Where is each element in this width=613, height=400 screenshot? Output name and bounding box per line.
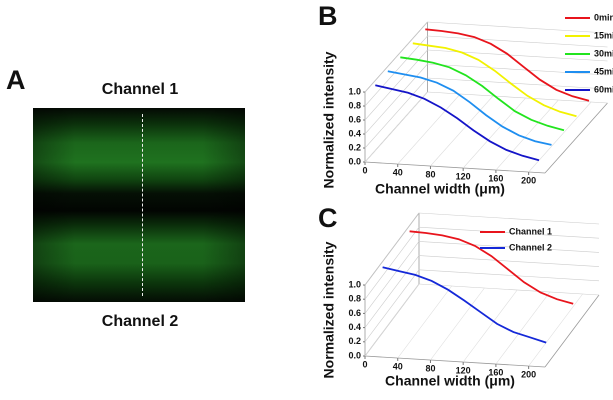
series-line [375, 84, 540, 162]
x-tick-label: 0 [362, 359, 367, 369]
y-tick-label: 0.8 [348, 294, 361, 304]
image-label: Channel 2 [102, 313, 179, 330]
profile-line [142, 114, 143, 296]
grid-line [427, 91, 608, 104]
grid-line [418, 283, 600, 296]
grid-line [364, 35, 428, 107]
series-line [412, 42, 577, 118]
y-tick-label: 0.2 [348, 142, 361, 152]
series-line [400, 56, 565, 132]
x-axis-label: Channel width (μm) [375, 181, 505, 197]
depth-axis [544, 294, 600, 368]
grid-line [495, 291, 551, 365]
grid-line [495, 99, 559, 171]
grid-line [418, 241, 600, 253]
x-axis-label: Channel width (μm) [385, 373, 515, 389]
legend-label: 45min [594, 66, 613, 76]
y-tick-label: 0.0 [348, 350, 361, 360]
grid-line [364, 49, 428, 121]
x-tick-label: 120 [456, 171, 471, 181]
grid-line [364, 77, 428, 149]
legend-label: 30min [594, 48, 613, 58]
grid-line [427, 49, 608, 62]
x-tick-label: 200 [521, 369, 536, 379]
grid-line [462, 97, 526, 169]
y-tick-label: 1.0 [348, 86, 361, 96]
x-tick-label: 40 [393, 361, 403, 371]
grid-line [430, 95, 494, 167]
depth-axis [544, 102, 608, 174]
series-line [409, 230, 574, 305]
y-axis-label: Normalized intensity [321, 51, 337, 188]
x-tick-label: 0 [362, 165, 367, 175]
grid-line [397, 93, 461, 165]
grid-line [418, 212, 600, 225]
x-tick-label: 80 [425, 363, 435, 373]
grid-line [462, 289, 518, 363]
grid-line [528, 101, 592, 173]
x-tick-label: 160 [488, 173, 503, 183]
x-axis [364, 161, 546, 174]
legend-label: Channel 2 [509, 242, 552, 252]
x-axis [364, 355, 546, 368]
image-label: Channel 1 [102, 81, 179, 98]
y-tick-label: 0.2 [348, 336, 361, 346]
y-axis-label: Normalized intensity [321, 241, 337, 378]
grid-line [418, 226, 600, 239]
panel-label: A [6, 65, 26, 95]
grid-line [364, 63, 428, 135]
x-tick-label: 200 [521, 175, 536, 185]
grid-line [364, 212, 420, 286]
grid-line [364, 283, 420, 357]
grid-line [528, 293, 583, 367]
x-tick-label: 40 [393, 167, 403, 177]
fluorescence-image [33, 108, 245, 302]
grid-line [397, 285, 452, 359]
y-tick-label: 0.4 [348, 128, 361, 138]
y-tick-label: 0.4 [348, 322, 361, 332]
grid-line [427, 77, 608, 90]
y-tick-label: 0.8 [348, 100, 361, 110]
y-tick-label: 0.6 [348, 114, 361, 124]
y-tick-label: 1.0 [348, 279, 361, 289]
grid-line [427, 21, 608, 34]
series-line [425, 28, 590, 102]
grid-line [364, 241, 420, 314]
panel-label: B [318, 1, 338, 31]
x-tick-label: 160 [488, 367, 503, 377]
x-tick-label: 80 [425, 169, 435, 179]
grid-line [364, 91, 428, 163]
legend-label: Channel 1 [509, 226, 552, 236]
grid-line [364, 255, 420, 328]
grid-line [418, 255, 600, 267]
grid-line [430, 287, 485, 361]
y-tick-label: 0.0 [348, 156, 361, 166]
y-tick-label: 0.6 [348, 308, 361, 318]
legend-label: 60min [594, 84, 613, 94]
series-line [382, 266, 547, 344]
grid-line [364, 269, 420, 342]
grid-line [364, 227, 420, 300]
series-line [387, 70, 552, 146]
grid-line [418, 269, 600, 282]
grid-line [427, 63, 608, 76]
grid-line [427, 35, 608, 48]
x-tick-label: 120 [456, 365, 471, 375]
legend-label: 0min [594, 12, 613, 22]
legend-label: 15min [594, 30, 613, 40]
panel-label: C [318, 203, 338, 233]
grid-line [364, 21, 428, 93]
